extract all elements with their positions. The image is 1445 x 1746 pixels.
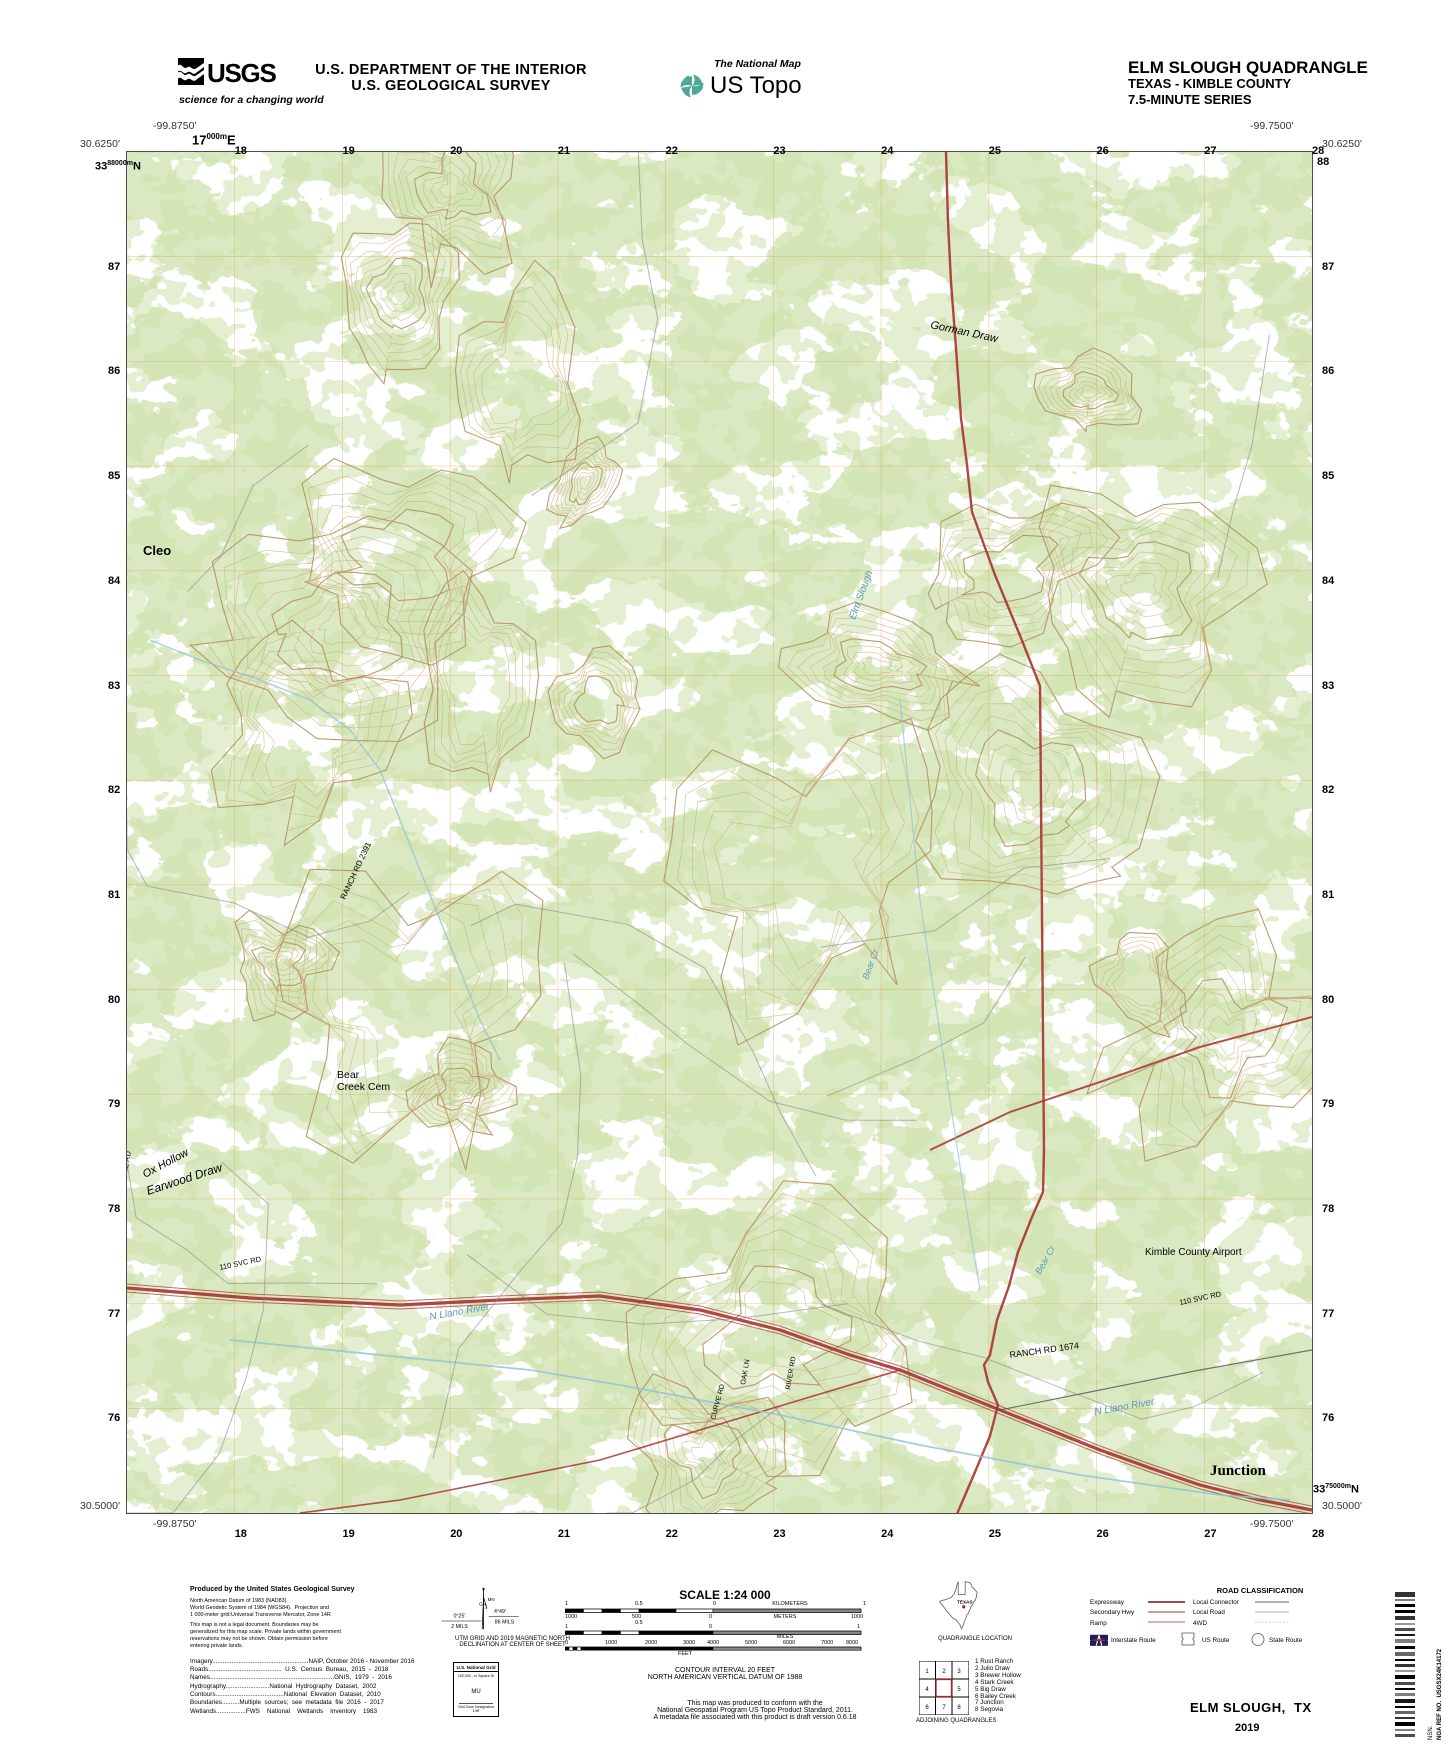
svg-text:4: 4 xyxy=(925,1687,929,1693)
svg-text:6: 6 xyxy=(925,1705,929,1711)
svg-text:7: 7 xyxy=(942,1705,946,1711)
svg-text:1000: 1000 xyxy=(565,1614,577,1620)
svg-text:1: 1 xyxy=(925,1669,929,1675)
svg-text:3000: 3000 xyxy=(683,1640,695,1646)
svg-text:5000: 5000 xyxy=(745,1640,757,1646)
svg-text:Cleo: Cleo xyxy=(143,543,171,558)
svg-text:Creek Cem: Creek Cem xyxy=(337,1081,390,1093)
svg-text:1000: 1000 xyxy=(851,1614,863,1620)
svg-text:0: 0 xyxy=(713,1601,716,1607)
svg-text:MN: MN xyxy=(488,1597,495,1602)
svg-text:1000: 1000 xyxy=(605,1640,617,1646)
svg-text:USGS: USGS xyxy=(207,58,276,88)
svg-text:7000: 7000 xyxy=(821,1640,833,1646)
svg-text:Bear: Bear xyxy=(337,1069,360,1081)
svg-text:Kimble County Airport: Kimble County Airport xyxy=(1145,1247,1242,1258)
svg-text:1: 1 xyxy=(863,1601,866,1607)
svg-text:GN: GN xyxy=(479,1601,486,1606)
svg-text:METERS: METERS xyxy=(774,1614,797,1620)
svg-text:1: 1 xyxy=(565,1601,568,1607)
svg-text:Junction: Junction xyxy=(1210,1463,1267,1479)
svg-text:TEXAS: TEXAS xyxy=(957,1600,972,1605)
svg-text:1: 1 xyxy=(857,1624,860,1630)
svg-text:KILOMETERS: KILOMETERS xyxy=(772,1601,808,1607)
svg-text:86 MILS: 86 MILS xyxy=(495,1619,515,1625)
svg-text:2000: 2000 xyxy=(645,1640,657,1646)
svg-text:0.5: 0.5 xyxy=(635,1601,643,1607)
svg-text:0: 0 xyxy=(565,1640,568,1646)
svg-text:6000: 6000 xyxy=(783,1640,795,1646)
svg-text:0.5: 0.5 xyxy=(635,1620,643,1626)
svg-text:2: 2 xyxy=(942,1669,946,1675)
svg-text:FEET: FEET xyxy=(678,1651,693,1657)
svg-text:8: 8 xyxy=(957,1705,961,1711)
svg-text:1: 1 xyxy=(565,1624,568,1630)
svg-text:0°25': 0°25' xyxy=(454,1613,466,1619)
svg-text:4000: 4000 xyxy=(707,1640,719,1646)
svg-text:4°49': 4°49' xyxy=(494,1609,506,1615)
svg-text:8000: 8000 xyxy=(846,1640,858,1646)
svg-text:2 MILS: 2 MILS xyxy=(451,1624,468,1630)
svg-text:5: 5 xyxy=(957,1687,961,1693)
svg-text:3: 3 xyxy=(957,1669,961,1675)
svg-text:0: 0 xyxy=(709,1614,712,1620)
svg-text:0: 0 xyxy=(709,1624,712,1630)
